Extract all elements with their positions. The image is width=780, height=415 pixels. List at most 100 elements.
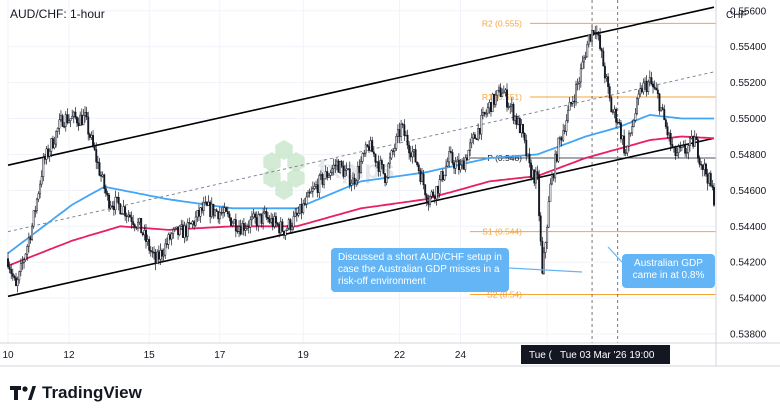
candle-body (599, 34, 602, 49)
candle-body (507, 106, 510, 108)
candle-body (260, 213, 263, 224)
candle-body (326, 171, 329, 178)
candle-body (137, 221, 139, 229)
candle-body (262, 212, 265, 224)
candle-body (688, 137, 691, 146)
candle-body (119, 203, 122, 215)
candle-body (244, 228, 247, 231)
candle-body (587, 34, 590, 45)
candle-body (72, 111, 75, 117)
candle-body (422, 173, 425, 186)
candle-body (310, 191, 313, 194)
candle-body (520, 124, 523, 134)
candle-body (270, 217, 273, 223)
candle-body (352, 177, 354, 184)
pivot-s2-label: S2 (0.54) (487, 290, 522, 300)
candle-body (684, 145, 687, 154)
candle-body (287, 219, 290, 229)
candle-body (637, 93, 640, 99)
symbol-title[interactable]: AUD/CHF: 1-hour (10, 7, 105, 21)
y-tick-label: 0.55200 (730, 78, 767, 89)
candle-body (570, 102, 573, 104)
candle-body (523, 132, 526, 141)
candle-body (268, 218, 271, 223)
candle-body (252, 213, 255, 218)
candle-body (414, 149, 417, 163)
candle-body (446, 161, 449, 167)
trade-setup-callout[interactable]: Discussed a short AUD/CHF setup in case … (331, 248, 509, 292)
candle-body (624, 152, 627, 154)
candle-body (159, 250, 162, 260)
gdp-result-callout[interactable]: Australian GDP came in at 0.8% (622, 254, 715, 288)
candle-body (258, 213, 261, 215)
candle-body (445, 165, 447, 176)
candle-body (404, 134, 407, 137)
candle-body (698, 158, 701, 165)
candle-body (109, 205, 112, 209)
candle-body (573, 100, 576, 103)
candle-body (615, 108, 618, 123)
candle-body (7, 258, 9, 267)
candle-body (26, 246, 29, 255)
candle-body (477, 128, 480, 140)
candle-body (380, 160, 383, 165)
candle-body (695, 136, 698, 140)
candle-body (583, 57, 585, 63)
candle-body (498, 87, 500, 91)
candle-body (449, 151, 452, 153)
candle-body (140, 218, 143, 234)
candle-body (143, 229, 146, 236)
candle-body (79, 114, 82, 127)
candle-body (92, 135, 94, 146)
candle-body (53, 143, 56, 149)
candle-body (626, 145, 629, 154)
brand-name: TradingView (42, 383, 142, 402)
candle-body (629, 132, 632, 134)
candle-body (512, 104, 515, 121)
candle-body (413, 149, 415, 153)
candle-body (127, 214, 130, 217)
candle-body (647, 81, 650, 92)
candle-body (385, 177, 388, 183)
candle-body (87, 116, 90, 135)
candle-body (676, 152, 679, 157)
candle-body (206, 201, 208, 206)
candle-body (48, 150, 51, 157)
channel-upper-line (7, 6, 715, 166)
candle-body (146, 239, 149, 242)
candle-body (162, 254, 165, 257)
candle-body (71, 116, 74, 119)
crosshair-partial-label-bg (521, 345, 553, 364)
candle-body (74, 111, 77, 118)
crosshair-partial-label: Tue ( (529, 350, 553, 361)
candle-body (467, 150, 470, 161)
candle-body (76, 117, 78, 124)
candle-body (50, 138, 53, 152)
candle-body (214, 209, 216, 216)
watermark-logo-icon (275, 180, 293, 200)
candle-body (246, 226, 249, 229)
candle-body (539, 215, 542, 242)
candle-body (655, 87, 658, 91)
candle-body (238, 226, 241, 232)
candle-body (230, 217, 232, 227)
candle-body (485, 112, 488, 115)
candle-body (677, 146, 680, 154)
candle-body (18, 271, 21, 281)
candle-body (541, 240, 544, 274)
candle-body (376, 161, 378, 163)
candle-body (39, 183, 42, 195)
candle-body (344, 170, 346, 177)
candle-body (217, 211, 220, 220)
candle-body (281, 221, 284, 232)
candle-body (515, 115, 518, 125)
candle-body (153, 252, 155, 254)
candle-body (432, 191, 435, 197)
tradingview-branding[interactable]: TradingView (10, 382, 142, 404)
candle-body (199, 207, 202, 217)
candle-body (668, 132, 671, 136)
candle-body (210, 203, 213, 217)
candle-body (384, 173, 387, 183)
candle-body (530, 162, 533, 178)
